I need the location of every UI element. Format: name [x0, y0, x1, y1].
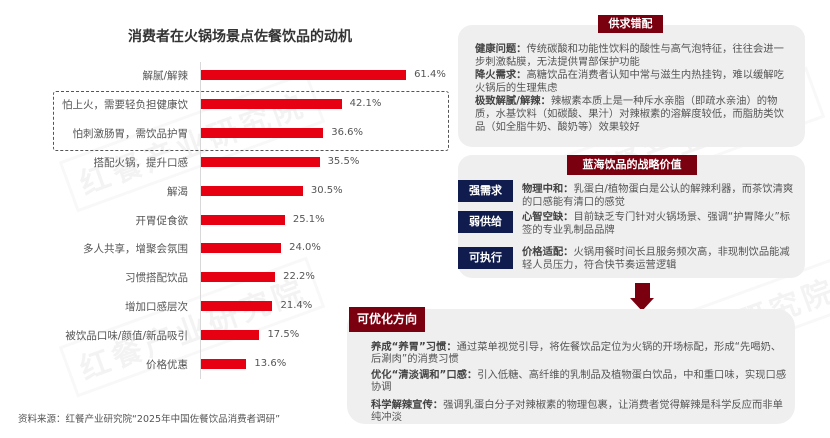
tag-executable: 可执行 [458, 247, 513, 269]
bar-label: 解腻/解辣 [142, 70, 188, 82]
bar-value: 25.1% [292, 213, 325, 225]
optimization-item: 优化“清淡调和”口感：引入低糖、高纤维的乳制品及植物蛋白饮品，中和重口味，实现口… [371, 369, 787, 393]
bar-value: 61.4% [414, 69, 446, 80]
strategic-value-item: 价格适配：火锅用餐时间长且服务频次高，非现制饮品能减轻人员压力，符合快节奏运营逻… [522, 246, 790, 271]
bar-value: 30.5% [310, 184, 343, 196]
chart-title: 消费者在火锅场景点佐餐饮品的动机 [128, 29, 352, 45]
bar [201, 127, 324, 138]
bar-value: 13.6% [254, 358, 287, 369]
supply-demand-badge: 供求错配 [598, 15, 663, 33]
bar-label: 开胃促食欲 [135, 214, 189, 227]
bar-label: 解渴 [167, 185, 188, 198]
bar-value: 42.1% [349, 97, 382, 109]
bar-value: 21.4% [280, 300, 313, 312]
bar [201, 98, 342, 109]
chart-axis [200, 62, 201, 379]
strategic-value-item: 物理中和：乳蛋白/植物蛋白是公认的解辣利器，而茶饮清爽的口感能有清口的感觉 [522, 183, 794, 208]
bar-label: 怕刺激肠胃，需饮品护胃 [72, 127, 189, 140]
down-arrow-icon [630, 298, 654, 311]
bar [201, 185, 303, 196]
bar [201, 272, 276, 283]
optimization-badge: 可优化方向 [349, 307, 425, 332]
bar [201, 156, 320, 167]
tag-strong-demand: 强需求 [458, 180, 513, 202]
bar-value: 24.0% [289, 242, 321, 254]
bar [201, 359, 247, 369]
bar [201, 301, 273, 312]
strategic-value-item: 心智空缺：目前缺乏专门针对火锅场景、强调“护胃降火”标签的专业乳制品品牌 [522, 211, 791, 236]
bar-label: 怕上火，需要轻负担健康饮 [62, 98, 188, 111]
highlight-dashed-box [53, 91, 449, 151]
bar-value: 36.6% [331, 126, 364, 138]
optimization-text: 养成“养胃”习惯：通过菜单视觉引导，将佐餐饮品定位为火锅的开场标配，形成“先喝奶… [371, 341, 789, 423]
bar-label: 习惯搭配饮品 [125, 272, 188, 285]
optimization-item: 养成“养胃”习惯：通过菜单视觉引导，将佐餐饮品定位为火锅的开场标配，形成“先喝奶… [371, 341, 782, 365]
bar-label: 搭配火锅，提升口感 [93, 156, 189, 169]
supply-demand-panel [458, 25, 805, 147]
bar-value: 17.5% [267, 329, 300, 341]
optimization-item: 科学解辣宣传：强调乳蛋白分子对辣椒素的物理包裹，让消费者觉得解辣是科学反应而非单… [371, 399, 783, 423]
strategic-value-panel [458, 155, 805, 278]
tag-weak-supply: 弱供给 [458, 211, 513, 233]
bar [201, 330, 260, 341]
bar-label: 被饮品口味/颜值/新品吸引 [65, 330, 188, 343]
supply-demand-item: 极致解腻/解辣：辣椒素本质上是一种斥水亲脂（即疏水亲油）的物质，水基饮料（如碳酸… [475, 95, 784, 133]
bar [201, 70, 407, 80]
down-arrow-icon [635, 283, 650, 299]
bar-value: 35.5% [327, 155, 360, 167]
bar-value: 22.2% [283, 271, 315, 283]
bar [201, 214, 285, 225]
source-note: 资料来源：红餐产业研究院“2025年中国佐餐饮品消费者调研” [18, 414, 281, 425]
bar-label: 价格优惠 [146, 359, 188, 371]
supply-demand-item: 健康问题：传统碳酸和功能性饮料的酸性与高气泡特征，往往会进一步刺激黏膜，无法提供… [475, 43, 784, 68]
bar [201, 243, 282, 254]
bar-label: 多人共享，增聚会氛围 [83, 243, 188, 256]
supply-demand-item: 降火需求：高糖饮品在消费者认知中常与滋生内热挂钩，难以缓解吃火锅后的生理焦虑 [475, 69, 784, 94]
strategic-value-badge: 蓝海饮品的战略价值 [567, 155, 697, 175]
supply-demand-text: 健康问题：传统碳酸和功能性饮料的酸性与高气泡特征，往往会进一步刺激黏膜，无法提供… [475, 43, 789, 134]
bar-label: 增加口感层次 [125, 301, 188, 314]
